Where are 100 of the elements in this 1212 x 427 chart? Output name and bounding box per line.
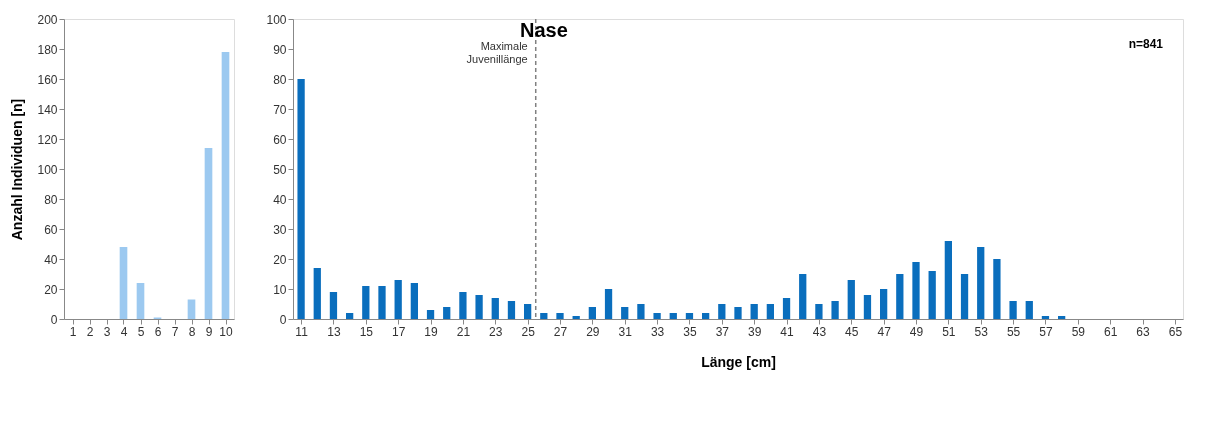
x-tick-label: 61: [1104, 324, 1118, 339]
x-tick-label: 63: [1136, 324, 1151, 339]
y-tick-label: 100: [37, 162, 58, 177]
ref-line-label: Maximale Juvenillänge: [466, 40, 528, 65]
y-tick-label: 0: [50, 312, 58, 327]
y-tick-label: 200: [37, 12, 58, 27]
bar: [669, 313, 677, 319]
y-tick-label: 80: [44, 192, 58, 207]
x-tick-label: 13: [327, 324, 341, 339]
bar: [977, 247, 985, 319]
bar: [346, 313, 354, 319]
bar: [993, 259, 1001, 319]
x-tick-label: 37: [715, 324, 730, 339]
x-tick-label: 17: [392, 324, 406, 339]
bar: [1025, 301, 1033, 319]
x-tick-label: 35: [683, 324, 697, 339]
y-tick-label: 60: [44, 222, 58, 237]
x-tick-label: 23: [489, 324, 503, 339]
bar: [863, 295, 872, 319]
bar: [475, 295, 483, 319]
bar: [491, 298, 499, 319]
x-tick-label: 53: [974, 324, 989, 339]
x-tick-label: 9: [205, 324, 213, 339]
x-tick-label: 7: [171, 324, 179, 339]
x-tick-label: 65: [1168, 324, 1183, 339]
chart-title: Nase: [519, 19, 568, 41]
x-tick-label: 25: [521, 324, 536, 339]
x-tick-label: 39: [748, 324, 762, 339]
bar: [896, 274, 904, 319]
y-tick-label: 70: [273, 102, 287, 117]
bar: [734, 307, 742, 319]
bar: [572, 316, 580, 319]
bar: [621, 307, 629, 319]
x-tick-label: 6: [154, 324, 162, 339]
bar: [718, 304, 726, 319]
y-tick-label: 140: [37, 102, 58, 117]
x-tick-label: 47: [877, 324, 892, 339]
bar: [524, 304, 532, 319]
y-tick-label: 50: [273, 162, 287, 177]
bar: [410, 283, 418, 319]
x-tick-label: 5: [137, 324, 145, 339]
bar: [221, 52, 230, 319]
x-tick-label: 31: [618, 324, 633, 339]
y-tick-label: 60: [273, 132, 287, 147]
x-tick-label: 33: [650, 324, 665, 339]
x-tick-label: 2: [86, 324, 94, 339]
bar: [960, 274, 969, 319]
x-tick-label: 21: [456, 324, 471, 339]
y-tick-label: 20: [273, 252, 287, 267]
bar: [880, 289, 888, 319]
x-tick-label: 41: [780, 324, 795, 339]
bar: [297, 79, 305, 319]
bar: [443, 307, 451, 319]
x-tick-label: 51: [942, 324, 956, 339]
x-tick-label: 57: [1039, 324, 1053, 339]
x-tick-label: 27: [553, 324, 568, 339]
x-tick-label: 49: [909, 324, 924, 339]
bar: [1009, 301, 1017, 319]
x-tick-label: 55: [1006, 324, 1021, 339]
bar: [136, 283, 145, 319]
y-tick-label: 160: [37, 72, 58, 87]
bar: [912, 262, 920, 319]
y-tick-label: 0: [279, 312, 287, 327]
bar: [507, 301, 516, 319]
bar: [1041, 316, 1050, 319]
y-tick-label: 80: [273, 72, 287, 87]
y-tick-label: 180: [37, 42, 58, 57]
bar: [394, 280, 402, 319]
bar: [847, 280, 855, 319]
bar: [799, 274, 807, 319]
bar: [329, 292, 338, 319]
x-tick-label: 3: [103, 324, 111, 339]
bar: [637, 304, 645, 319]
x-tick-label: 45: [845, 324, 859, 339]
bar: [928, 271, 936, 319]
bar: [119, 247, 128, 319]
bar: [1058, 316, 1066, 319]
x-tick-label: 29: [586, 324, 600, 339]
bar: [604, 289, 613, 319]
x-tick-label: 43: [812, 324, 827, 339]
x-tick-label: 1: [69, 324, 77, 339]
bar: [426, 310, 435, 319]
y-axis-title: Anzahl Individuen [n]: [9, 98, 26, 241]
bar: [204, 148, 213, 319]
y-tick-label: 10: [273, 282, 287, 297]
bar: [702, 313, 710, 319]
bar: [653, 313, 661, 319]
bar: [588, 307, 596, 319]
bar: [815, 304, 823, 319]
x-tick-label: 19: [424, 324, 439, 339]
bar: [685, 313, 694, 319]
bar: [540, 313, 548, 319]
y-tick-label: 90: [273, 42, 287, 57]
x-tick-label: 8: [188, 324, 196, 339]
bar: [556, 313, 564, 319]
x-tick-label: 11: [295, 324, 309, 339]
y-tick-label: 40: [273, 192, 287, 207]
x-axis-title: Länge [cm]: [701, 353, 776, 370]
x-tick-label: 10: [219, 324, 233, 339]
bar: [766, 304, 774, 319]
